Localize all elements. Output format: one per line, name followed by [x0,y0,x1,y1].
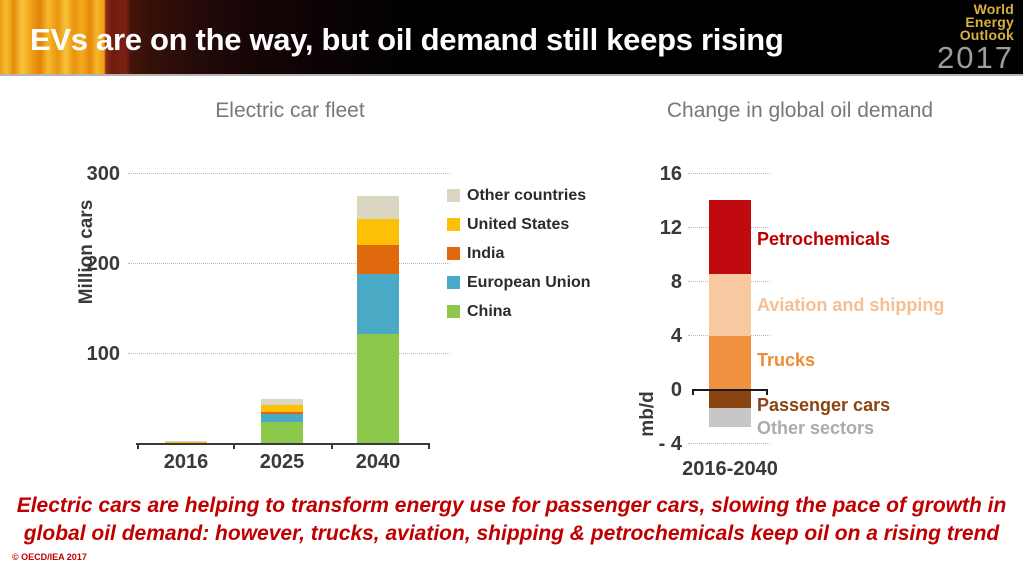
bar-segment-other-sectors [709,407,751,428]
x-tick-label: 2016 [163,451,209,473]
sector-label-aviation-and-shipping: Aviation and shipping [757,294,945,315]
bar-segment-china [357,334,399,444]
legend-label: Other countries [467,186,587,204]
y-tick-label: 300 [86,163,120,185]
legend-label: China [467,302,512,320]
y-tick-label: 100 [86,343,120,365]
sector-label-trucks: Trucks [757,350,816,370]
annotation-text: Electric cars are helping to transform e… [16,492,1007,548]
x-tick-label: 2025 [259,451,305,473]
gridline [128,173,450,174]
bar-segment-other-countries [357,195,399,219]
y-tick-label: 4 [670,325,682,347]
copyright-text: © OECD/IEA 2017 [12,552,87,562]
bar-segment-european-union [357,273,399,335]
legend-swatch [447,247,460,260]
logo-word-world: World [973,1,1014,17]
sector-label-passenger-cars: Passenger cars [757,394,891,415]
sector-label-other-sectors: Other sectors [757,418,875,439]
bar-segment-united-states [165,441,207,443]
legend-item-european-union: European Union [447,268,591,297]
weo-logo: World Energy Outlook 2017 [937,1,1014,75]
y-tick-label: 12 [659,217,682,239]
bar-segment-united-states [261,405,303,412]
y-tick-label: 0 [670,379,682,401]
legend-swatch [447,305,460,318]
left-chart-legend: Other countries United States India Europea… [447,181,591,326]
y-tick-label: - 4 [658,433,682,455]
x-tick-label: 2016-2040 [682,458,778,480]
legend-swatch [447,276,460,289]
legend-swatch [447,218,460,231]
bar-segment-petrochemicals [709,199,751,274]
gridline [688,443,770,444]
zero-axis-tick [766,389,768,395]
gridline [128,353,450,354]
right-chart-title: Change in global oil demand [666,99,934,122]
bar-segment-aviation-and-shipping [709,273,751,336]
zero-axis-tick [692,389,694,395]
zero-axis-line [692,389,768,391]
x-tick-label: 2040 [355,451,401,473]
logo-year: 2017 [937,40,1014,75]
logo-word-energy: Energy [965,14,1014,30]
gridline [128,263,450,264]
slide-title: EVs are on the way, but oil demand still… [30,22,784,57]
y-tick-label: 200 [86,253,120,275]
annotation-line-1: Electric cars are helping to transform e… [16,494,1007,517]
left-chart-title: Electric car fleet [215,99,365,122]
legend-label: European Union [467,273,591,291]
y-tick-label: 8 [670,271,682,293]
gridline [688,173,770,174]
x-axis-line [136,443,429,445]
legend-item-china: China [447,297,591,326]
legend-item-united-states: United States [447,210,591,239]
bar-segment-other-countries [261,399,303,406]
bar-segment-china [261,422,303,444]
header-banner: EVs are on the way, but oil demand still… [0,0,1023,76]
bar-segment-passenger-cars [709,390,751,408]
x-axis-tick [331,443,333,449]
legend-label: India [467,244,505,262]
logo-word-outlook: Outlook [959,27,1014,43]
bar-segment-european-union [261,414,303,423]
x-axis-tick [428,443,430,449]
legend-item-other-countries: Other countries [447,181,591,210]
bar-segment-european-union [165,442,207,444]
legend-label: United States [467,215,570,233]
left-y-axis-label: Million cars [76,199,97,305]
bar-segment-india [261,411,303,415]
legend-swatch [447,189,460,202]
sector-label-petrochemicals: Petrochemicals [757,228,891,249]
legend-item-india: India [447,239,591,268]
y-tick-label: 16 [659,163,682,185]
bar-segment-united-states [357,219,399,246]
annotation-line-2: global oil demand: however, trucks, avia… [23,522,1000,545]
x-axis-tick [233,443,235,449]
x-axis-tick [137,443,139,449]
bar-segment-india [357,245,399,274]
bar-segment-trucks [709,336,751,390]
bar-segment-other-countries [165,440,207,442]
